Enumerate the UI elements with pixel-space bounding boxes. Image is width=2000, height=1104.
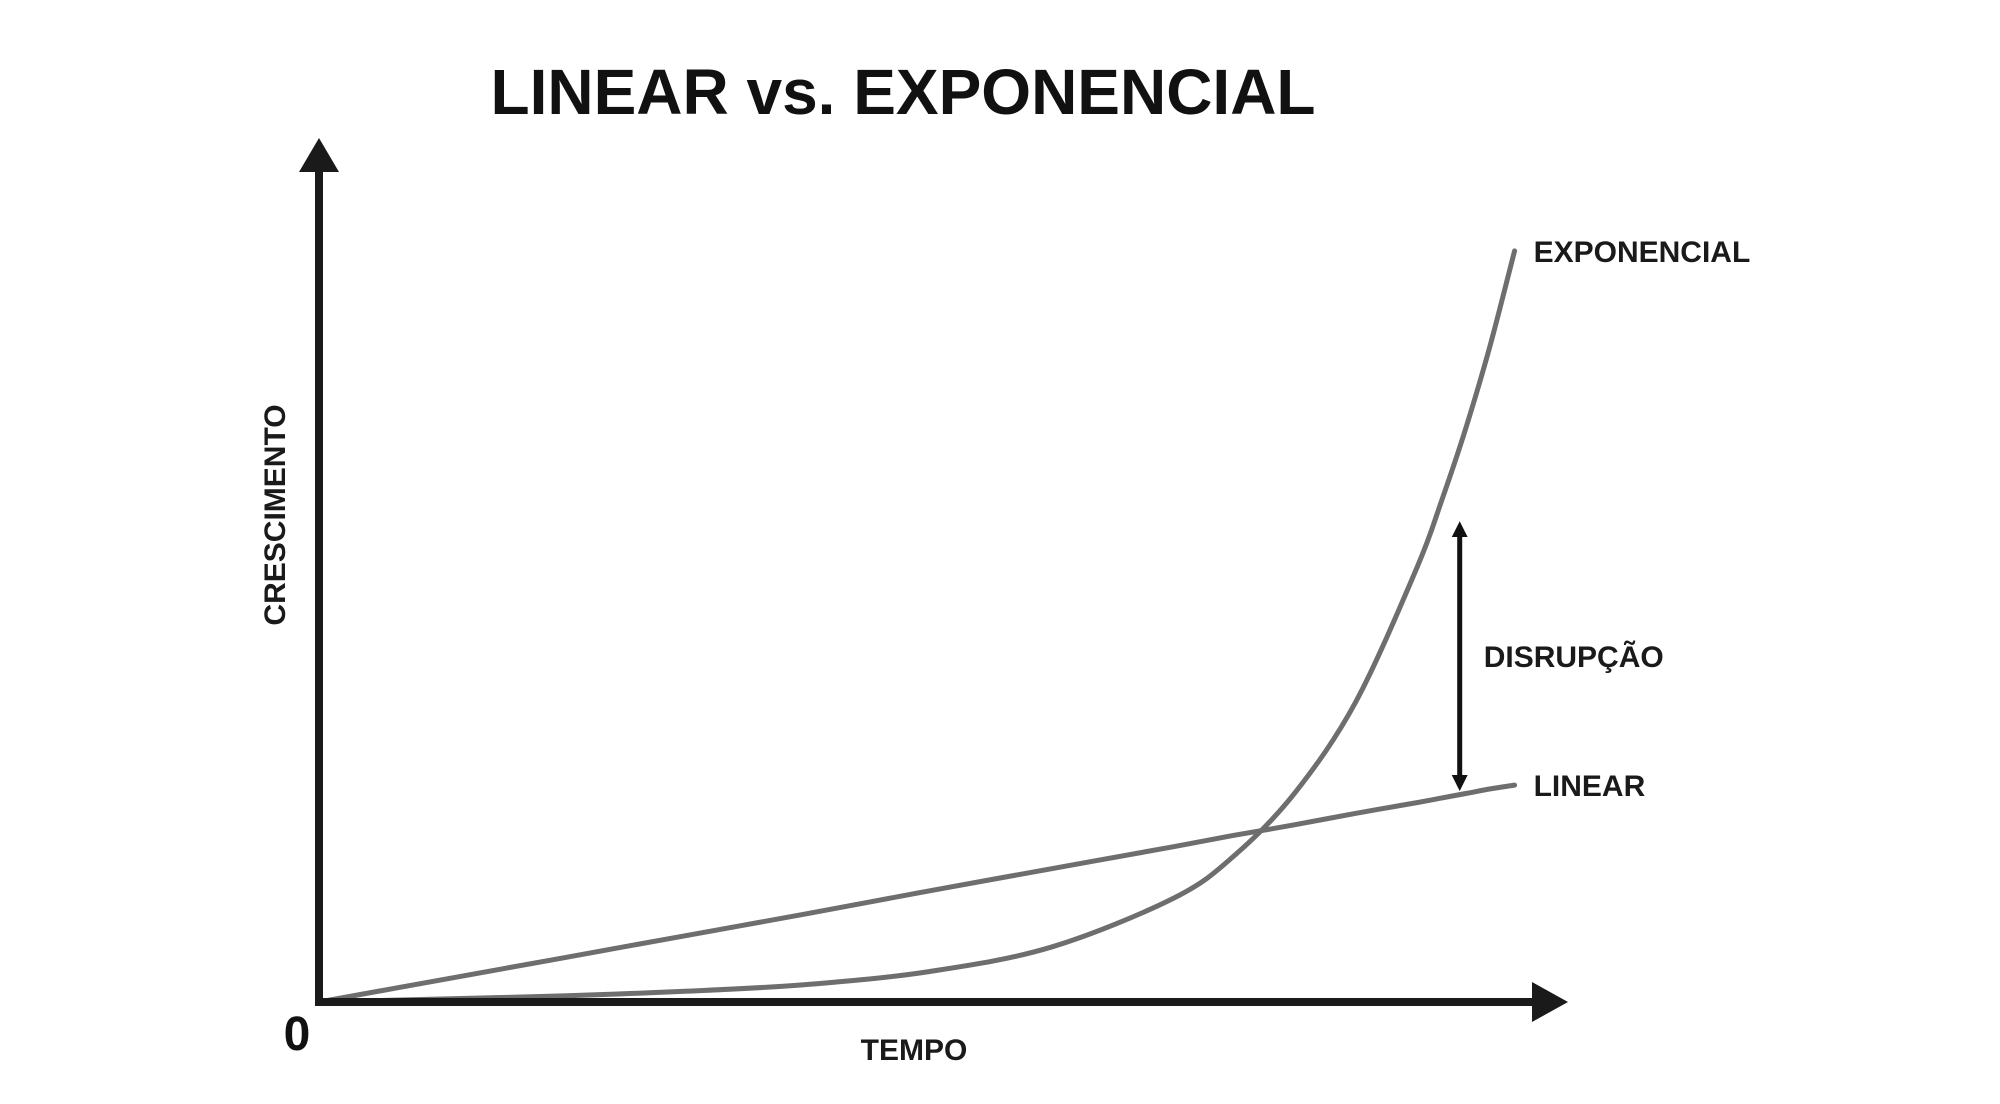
annotation-label-disrupcao: DISRUPÇÃO (1484, 640, 1664, 674)
series-label-exponencial: EXPONENCIAL (1534, 236, 1751, 269)
series-layer (316, 248, 1518, 1005)
annotations: DISRUPÇÃO (1451, 521, 1664, 792)
x-axis-label: TEMPO (861, 1034, 968, 1067)
series-labels: EXPONENCIAL LINEAR (1534, 236, 1751, 803)
axes (299, 138, 1568, 1022)
origin-label: 0 (284, 1008, 311, 1061)
y-axis-arrowhead (299, 138, 339, 172)
y-axis-label: CRESCIMENTO (259, 404, 292, 625)
chart-title: LINEAR vs. EXPONENCIAL (490, 56, 1315, 128)
series-line-linear (316, 782, 1518, 1005)
series-label-linear: LINEAR (1534, 770, 1646, 803)
series-line-exponencial (316, 248, 1518, 1005)
x-axis-arrowhead (1532, 982, 1568, 1022)
